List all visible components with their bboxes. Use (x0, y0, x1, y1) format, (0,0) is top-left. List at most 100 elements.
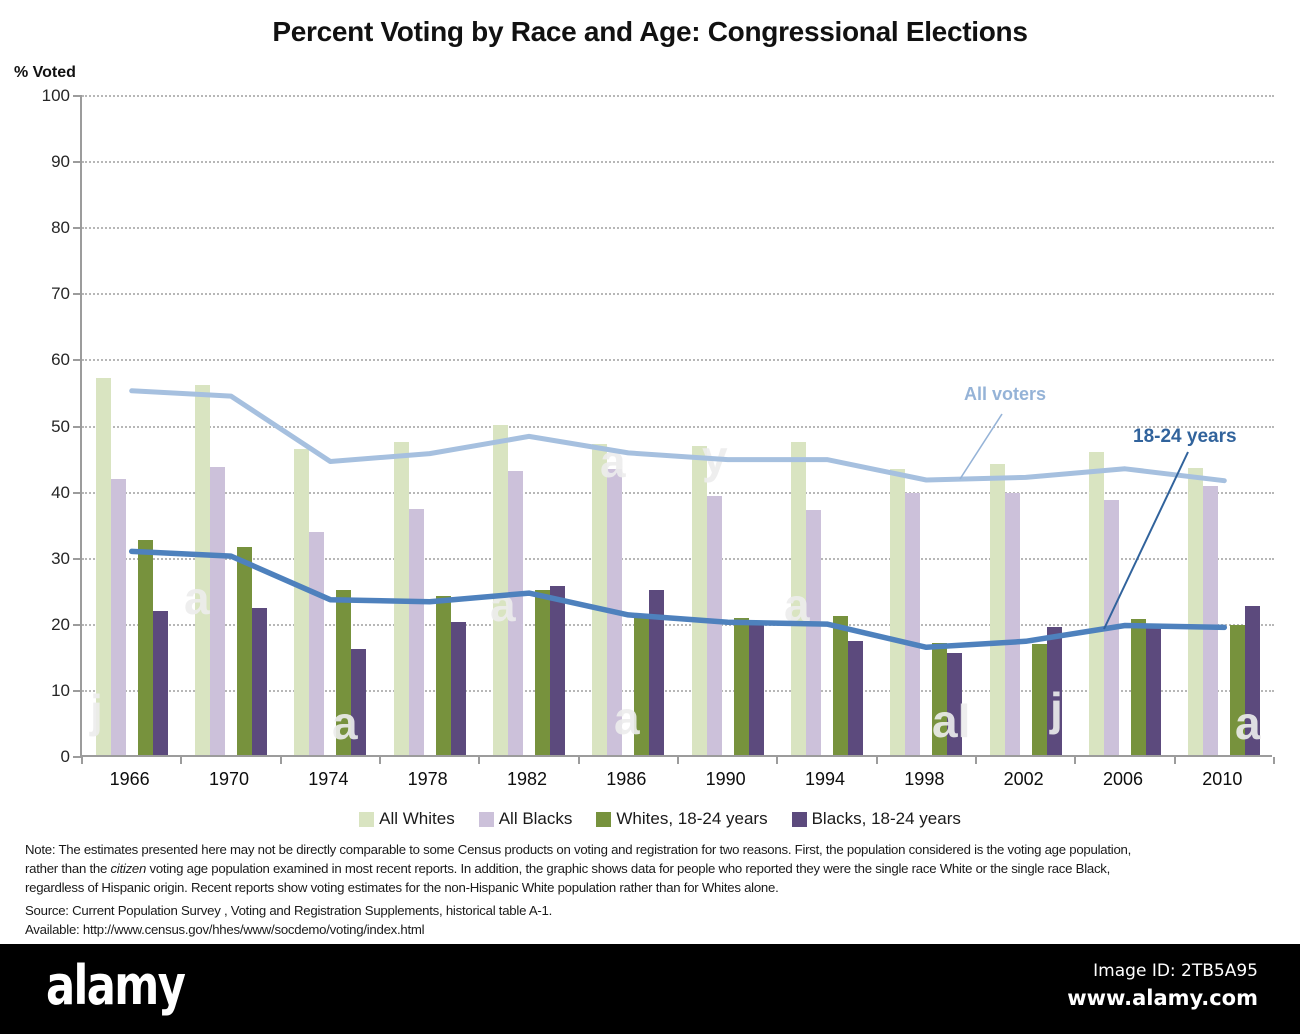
legend-label: All Blacks (498, 809, 573, 828)
bar-whites-18-24-years-1990 (733, 618, 749, 755)
bar-all-blacks-1990 (706, 495, 722, 755)
x-axis-tick (776, 757, 779, 764)
bar-blacks-18-24-years-1994 (848, 640, 864, 755)
x-axis-tick (875, 757, 878, 764)
note-line-3: regardless of Hispanic origin. Recent re… (25, 879, 779, 895)
bar-all-whites-1998 (890, 468, 906, 755)
bar-blacks-18-24-years-1982 (550, 586, 566, 755)
legend-item: All Blacks (478, 809, 573, 829)
chart-title: Percent Voting by Race and Age: Congress… (272, 16, 1028, 47)
youth-annotation: 18-24 years (1133, 426, 1237, 447)
bar-whites-18-24-years-1974 (336, 589, 352, 755)
x-axis-tick (677, 757, 679, 764)
x-axis-label: 2002 (1003, 769, 1044, 789)
bar-whites-18-24-years-1982 (535, 590, 551, 755)
y-axis-tick (73, 293, 82, 296)
x-axis-label: 2010 (1202, 769, 1243, 789)
y-axis-tick (73, 623, 82, 626)
bar-all-whites-2010 (1188, 468, 1204, 755)
legend-item: Whites, 18-24 years (596, 809, 768, 829)
bar-all-blacks-1994 (806, 509, 822, 755)
bar-all-whites-1974 (294, 448, 310, 755)
y-axis-tick (73, 425, 82, 428)
bar-all-blacks-2010 (1203, 485, 1219, 755)
x-axis-label: 1982 (506, 769, 548, 789)
bar-all-blacks-1998 (905, 493, 921, 755)
y-axis-label: 40 (51, 482, 70, 502)
bar-whites-18-24-years-1998 (932, 643, 948, 755)
all-voters-annotation: All voters (964, 384, 1047, 404)
legend-label: Blacks, 18-24 years (811, 809, 961, 828)
legend: All Whites All Blacks Whites, 18-24 years B… (0, 809, 1300, 829)
gridline (82, 293, 1274, 296)
y-axis-tick (73, 557, 82, 560)
y-axis-label: 0 (60, 747, 70, 766)
alamy-logo: alamy (46, 954, 186, 1017)
bar-blacks-18-24-years-1970 (252, 607, 268, 755)
bar-all-whites-1990 (691, 446, 707, 755)
bar-all-whites-1994 (791, 442, 807, 755)
bar-whites-18-24-years-2010 (1230, 625, 1246, 755)
y-axis-label: 70 (51, 284, 70, 304)
gridline (82, 689, 1274, 692)
gridline (82, 425, 1274, 428)
legend-swatch (478, 811, 494, 827)
x-axis-tick (279, 757, 282, 764)
x-axis-tick (478, 757, 481, 764)
y-axis-tick (73, 227, 82, 230)
y-axis-tick (73, 95, 82, 97)
bar-all-blacks-2002 (1004, 492, 1020, 755)
bar-whites-18-24-years-1970 (237, 547, 253, 755)
alamy-url-text: www.alamy.com (1067, 986, 1258, 1010)
y-axis-tick (73, 359, 82, 362)
y-axis-tick (73, 491, 82, 494)
bar-blacks-18-24-years-1978 (450, 622, 466, 755)
x-axis-label: 1974 (308, 769, 349, 789)
bar-blacks-18-24-years-1974 (351, 648, 367, 755)
gridline (82, 359, 1274, 362)
bar-whites-18-24-years-1978 (435, 595, 451, 755)
bar-whites-18-24-years-1986 (634, 614, 650, 755)
legend-label: All Whites (379, 809, 455, 828)
bar-all-whites-1986 (592, 444, 608, 755)
bar-all-blacks-1966 (110, 479, 126, 755)
x-axis-label: 2006 (1102, 769, 1144, 789)
note-line-1: Note: The estimates presented here may n… (25, 842, 1132, 857)
x-axis-label: 1994 (804, 769, 846, 789)
available-line: Available: http://www.census.gov/hhes/ww… (25, 921, 425, 937)
bar-whites-18-24-years-2006 (1131, 618, 1147, 755)
y-axis-tick (73, 756, 82, 758)
note-line-2-italic: citizen (110, 860, 147, 876)
legend-label: Whites, 18-24 years (616, 809, 768, 828)
bar-blacks-18-24-years-2002 (1046, 627, 1062, 755)
bar-all-whites-2002 (989, 463, 1005, 755)
watermark-footer-bar: alamy Image ID: 2TB5A95 www.alamy.com (0, 944, 1300, 1034)
bar-all-blacks-1970 (210, 467, 226, 755)
x-axis-tick (81, 757, 83, 764)
gridline (82, 227, 1274, 230)
bar-all-whites-1982 (493, 425, 509, 755)
x-axis-label: 1986 (606, 769, 647, 789)
bar-all-blacks-2006 (1104, 499, 1120, 755)
bar-all-blacks-1982 (508, 470, 524, 755)
y-axis-label: 80 (51, 218, 70, 238)
x-axis-tick (1074, 757, 1077, 764)
legend-item: Blacks, 18-24 years (791, 809, 961, 829)
note-line-2-post: voting age population examined in most r… (146, 860, 1111, 876)
legend-item: All Whites (359, 809, 455, 829)
bar-whites-18-24-years-1994 (833, 616, 849, 755)
bar-all-whites-1978 (393, 442, 409, 755)
bar-all-whites-1966 (95, 378, 111, 755)
bar-all-blacks-1986 (607, 469, 623, 755)
bar-all-whites-2006 (1089, 452, 1105, 755)
note-line-2-pre: rather than the (25, 860, 111, 876)
footnote-block: Note: The estimates presented here may n… (25, 841, 1295, 940)
bar-blacks-18-24-years-2010 (1245, 606, 1261, 755)
bar-blacks-18-24-years-1990 (748, 623, 764, 755)
y-axis-tick (73, 161, 82, 164)
bar-blacks-18-24-years-1986 (649, 589, 665, 755)
x-axis-tick (379, 757, 381, 764)
y-axis-label: 30 (51, 548, 70, 568)
bar-blacks-18-24-years-1966 (152, 610, 168, 755)
x-axis-label: 1978 (407, 769, 448, 789)
